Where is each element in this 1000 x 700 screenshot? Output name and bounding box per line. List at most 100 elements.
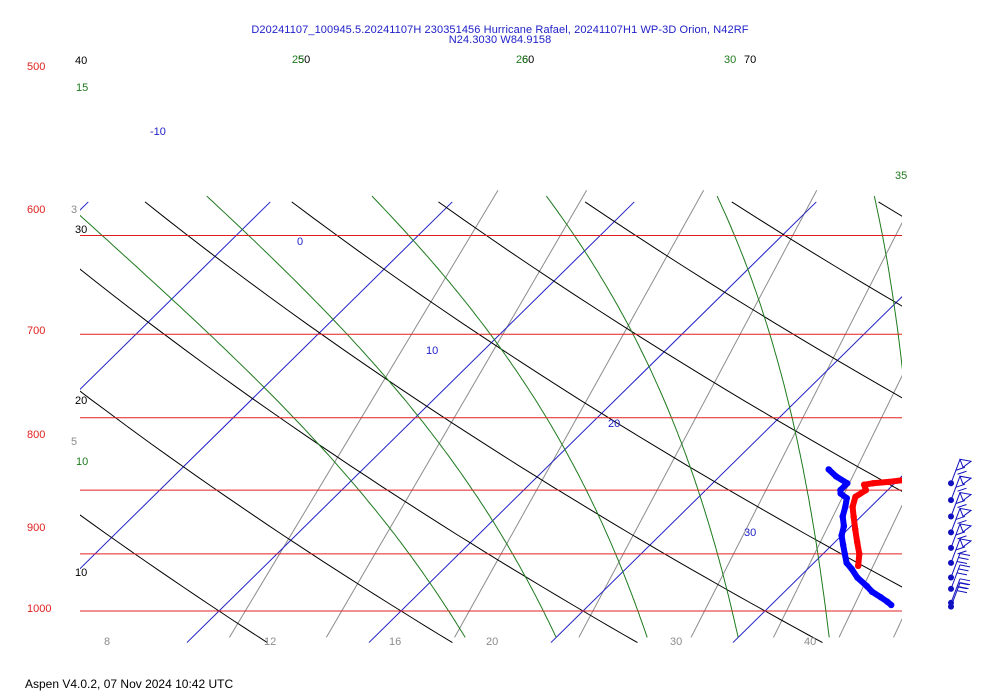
chart-labels: 500 600 700 800 900 1000 -10 0 10 20 30 40 30 20 10 50 6… <box>27 54 907 648</box>
mixing-ratio-label: 30 <box>670 636 682 648</box>
mixing-ratio-line <box>454 190 705 638</box>
dewpoint-profile-point <box>854 574 861 581</box>
pressure-tick-label: 700 <box>27 325 45 337</box>
mixing-ratio-line <box>690 221 902 638</box>
dewpoint-profile-point <box>842 503 849 510</box>
footer-text: Aspen V4.0.2, 07 Nov 2024 10:42 UTC <box>25 677 234 691</box>
isotherm-line <box>368 201 817 643</box>
dry-adiabat-label: 30 <box>75 224 87 236</box>
wind-barb-feather <box>957 504 967 509</box>
dry-adiabat-label: 70 <box>744 54 756 66</box>
wind-barb-feather <box>958 568 969 572</box>
wind-barb-feather <box>958 586 969 590</box>
temperature-profile-point <box>850 513 857 520</box>
pressure-tick-label: 800 <box>27 429 45 441</box>
moist-adiabat-line <box>545 195 739 638</box>
dewpoint-profile-point <box>843 559 850 567</box>
isotherm-line <box>80 201 271 391</box>
mixing-ratio-line <box>893 618 902 638</box>
wind-barb-feather <box>959 564 971 568</box>
wind-barb-staff <box>950 508 961 533</box>
wind-barb-staff <box>950 492 961 517</box>
mixing-ratio-line <box>325 190 588 638</box>
wind-barb-feather <box>957 550 967 555</box>
wind-barb-feather <box>959 578 971 582</box>
dewpoint-profile-point <box>848 565 855 572</box>
moist-adiabat-line <box>80 214 466 638</box>
temperature-profile-line <box>849 477 902 569</box>
dry-adiabat-line <box>80 514 268 644</box>
isotherm-label: 10 <box>426 345 438 357</box>
wind-barb-feather <box>955 483 966 488</box>
temperature-profile-point <box>928 473 934 479</box>
dry-adiabat-line <box>80 390 453 644</box>
wind-barbs <box>948 458 973 610</box>
wind-barb-staff <box>950 538 961 564</box>
wind-barb-flag <box>959 523 973 533</box>
temperature-profile-point <box>854 562 862 570</box>
isotherm-line <box>732 475 902 643</box>
isotherm-label: 0 <box>297 236 303 248</box>
dewpoint-profile-point <box>839 541 847 549</box>
dewpoint-profile-point <box>863 582 870 590</box>
wind-barb-staff <box>950 459 961 484</box>
sounding-profiles <box>825 466 934 609</box>
wind-barb-feather <box>956 590 968 594</box>
isobar-lines <box>80 234 902 612</box>
mixing-ratio-line <box>838 504 902 638</box>
wind-barb-feather <box>955 531 966 536</box>
isotherm-line <box>80 201 453 570</box>
moist-adiabat-line <box>873 195 902 371</box>
wind-barb-feather <box>957 519 967 524</box>
mixing-ratio-label: 12 <box>264 636 276 648</box>
wind-barb-flag <box>959 538 973 548</box>
dry-adiabat-line <box>144 201 823 644</box>
wind-barb-feather <box>957 470 967 475</box>
wind-barb-feather <box>956 560 968 564</box>
isotherm-label: 20 <box>608 418 620 430</box>
dry-adiabat-label: 10 <box>75 567 87 579</box>
temperature-profile-point <box>856 550 863 558</box>
moist-adiabat-label: 35 <box>895 170 907 182</box>
mixing-ratio-label: 20 <box>486 636 498 648</box>
temperature-profile-point <box>885 478 892 486</box>
mixing-ratio-label: 40 <box>804 636 816 648</box>
wind-barb-feather <box>958 556 969 560</box>
dry-adiabat-label: 50 <box>298 54 310 66</box>
dry-adiabat-lines <box>80 201 902 644</box>
dewpoint-profile-point <box>844 480 851 487</box>
dry-adiabat-line <box>80 268 638 644</box>
mixing-ratio-label: 5 <box>71 436 77 448</box>
isotherm-line <box>186 201 635 643</box>
wind-barb-feather <box>956 572 968 576</box>
dewpoint-profile-point <box>888 601 895 609</box>
isotherm-lines <box>80 201 1000 643</box>
moist-adiabat-label: 25 <box>292 54 304 66</box>
moist-adiabat-label: 15 <box>76 82 88 94</box>
temperature-profile-point <box>849 503 856 510</box>
temperature-profile-point <box>869 480 877 487</box>
wind-barb-feather <box>955 466 966 471</box>
chart-grid <box>80 190 1000 644</box>
dewpoint-profile-point <box>877 594 885 601</box>
mixing-ratio-label: 16 <box>389 636 401 648</box>
mixing-ratio-lines <box>228 190 902 638</box>
dewpoint-profile-point <box>825 466 832 473</box>
pressure-tick-label: 600 <box>27 204 45 216</box>
mixing-ratio-line <box>228 190 499 638</box>
dry-adiabat-label: 20 <box>75 395 87 407</box>
temperature-profile-point <box>915 475 921 481</box>
dewpoint-profile-point <box>868 588 876 595</box>
isotherm-line <box>915 202 1000 643</box>
wind-barb-flag <box>959 458 973 469</box>
dewpoint-profile-point <box>838 532 845 539</box>
isotherm-label: -10 <box>150 126 166 138</box>
pressure-tick-label: 1000 <box>27 603 51 615</box>
moist-adiabat-label: 30 <box>724 54 736 66</box>
wind-barb-flag <box>959 475 973 486</box>
wind-barb-staff <box>950 475 961 501</box>
wind-barb-feather <box>957 535 967 540</box>
dewpoint-profile-point <box>832 473 840 480</box>
wind-barb-feather <box>955 515 966 520</box>
